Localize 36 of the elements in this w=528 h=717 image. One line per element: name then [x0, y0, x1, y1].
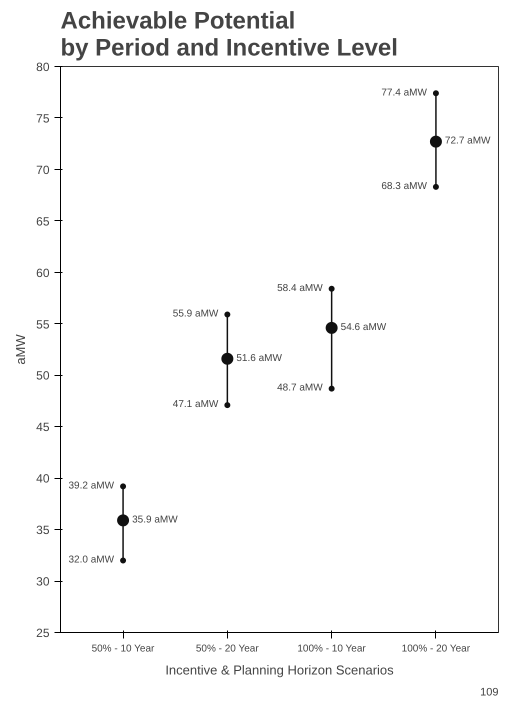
- text: 109: [480, 686, 499, 698]
- data-label: 51.6 aMW: [236, 352, 282, 364]
- point: [430, 136, 442, 148]
- y-axis-title: aMW: [13, 334, 28, 365]
- x-tick-label: 100% - 20 Year: [402, 644, 471, 654]
- y-tick-label: 45: [36, 420, 50, 434]
- y-tick-label: 35: [36, 523, 50, 538]
- data-label: 54.6 aMW: [340, 322, 387, 333]
- point: [326, 322, 338, 334]
- y-tick-label: 80: [36, 60, 50, 74]
- annotation: 77.4 aMW: [381, 87, 428, 98]
- annotation: 48.7 aMW: [277, 382, 324, 394]
- point: [221, 352, 234, 365]
- point: [117, 514, 130, 526]
- annotation: 39.2 aMW: [68, 480, 115, 492]
- annotation: 58.4 aMW: [277, 282, 324, 294]
- data-label: 35.9 aMW: [132, 514, 178, 526]
- y-tick-label: 70: [36, 162, 50, 177]
- y-tick-label: 50: [36, 368, 50, 383]
- y-tick-label: 65: [36, 214, 50, 228]
- x-tick-label: 50% - 20 Year: [196, 644, 260, 654]
- y-tick-label: 30: [36, 574, 50, 589]
- annotation: 55.9 aMW: [172, 308, 219, 320]
- x-tick-label: 100% - 10 Year: [297, 644, 366, 654]
- data-label: 72.7 aMW: [444, 136, 492, 147]
- y-tick-label: 25: [36, 626, 50, 640]
- annotation: 47.1 aMW: [172, 399, 219, 410]
- y-tick-label: 75: [36, 111, 50, 126]
- annotation: 32.0 aMW: [68, 554, 115, 566]
- y-tick-label: 60: [36, 266, 50, 280]
- annotation: 68.3 aMW: [381, 180, 428, 192]
- chart-title: Achievable Potential by Period and Incentive Level: [60, 8, 398, 62]
- y-tick-label: 40: [36, 472, 50, 486]
- y-tick-label: 55: [36, 317, 50, 332]
- x-axis-title: Incentive & Planning Horizon Scenarios: [165, 662, 394, 678]
- x-tick-label: 50% - 10 Year: [92, 644, 156, 654]
